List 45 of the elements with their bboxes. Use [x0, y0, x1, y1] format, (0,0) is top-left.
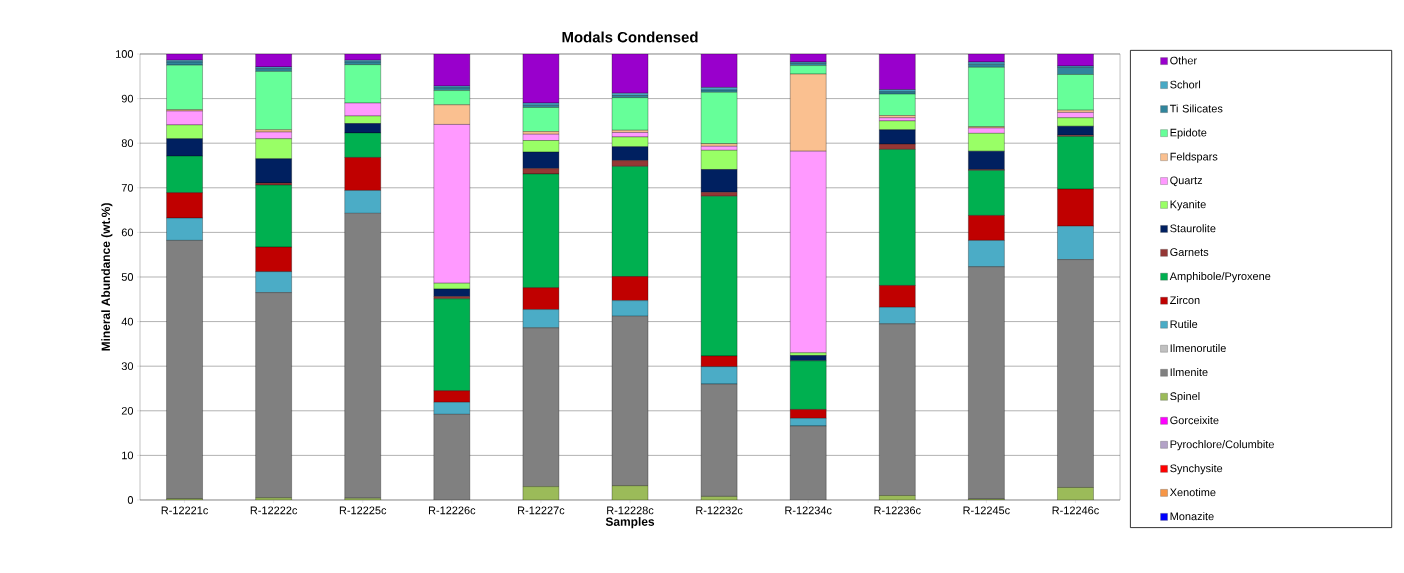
x-tick-label: R-12246c — [1052, 506, 1099, 515]
legend-label: Garnets — [1170, 248, 1209, 256]
legend-label: Synchysite — [1170, 464, 1223, 475]
legend-label: Ilmenite — [1170, 368, 1208, 377]
legend-label: Other — [1170, 56, 1197, 65]
y-tick-label: 40 — [121, 317, 134, 326]
x-tick-label: R-12245c — [963, 506, 1010, 515]
legend-label: Pyrochlore/Columbite — [1170, 440, 1274, 451]
y-axis-title: Mineral Abundance (wt.%) — [101, 203, 113, 351]
y-tick-label: 50 — [121, 273, 134, 281]
y-tick-label: 20 — [121, 406, 134, 415]
legend-label: Rutile — [1170, 320, 1198, 329]
legend-label: Spinel — [1170, 392, 1200, 403]
y-tick-label: 60 — [121, 228, 134, 237]
x-tick-label: R-12225c — [339, 506, 387, 515]
y-tick-label: 0 — [127, 496, 134, 504]
legend-label: Kyanite — [1170, 200, 1206, 211]
legend-label: Staurolite — [1170, 224, 1216, 233]
legend-label: Epidote — [1170, 128, 1207, 139]
x-tick-label: R-12234c — [785, 506, 832, 515]
legend-label: Quartz — [1170, 176, 1203, 187]
chart-title: Modals Condensed — [562, 31, 698, 43]
x-tick-label: R-12228c — [607, 506, 654, 515]
y-tick-label: 30 — [121, 362, 134, 371]
legend-label: Xenotime — [1169, 488, 1216, 497]
x-tick-label: R-12236c — [874, 506, 921, 515]
legend-label: Amphibole/Pyroxene — [1169, 271, 1271, 283]
legend-label: Gorceixite — [1170, 416, 1219, 425]
y-tick-label: 90 — [121, 94, 134, 103]
legend-label: Zircon — [1170, 295, 1200, 305]
x-tick-label: R-12226c — [428, 506, 476, 515]
y-tick-label: 70 — [121, 183, 134, 192]
y-tick-label: 100 — [116, 50, 134, 58]
legend-label: Ti Silicates — [1169, 104, 1223, 113]
y-tick-label: 80 — [121, 139, 134, 148]
legend-label: Schorl — [1170, 80, 1201, 89]
x-axis-title: Samples — [605, 517, 655, 529]
x-tick-label: R-12221c — [161, 506, 209, 515]
legend-label: Monazite — [1170, 512, 1214, 521]
x-tick-label: R-12227c — [518, 506, 565, 515]
x-tick-label: R-12222c — [250, 506, 298, 515]
legend-label: Ilmenorutile — [1170, 344, 1226, 353]
y-tick-label: 10 — [122, 451, 134, 460]
x-tick-label: R-12232c — [696, 506, 743, 515]
legend-label: Feldspars — [1170, 152, 1218, 163]
